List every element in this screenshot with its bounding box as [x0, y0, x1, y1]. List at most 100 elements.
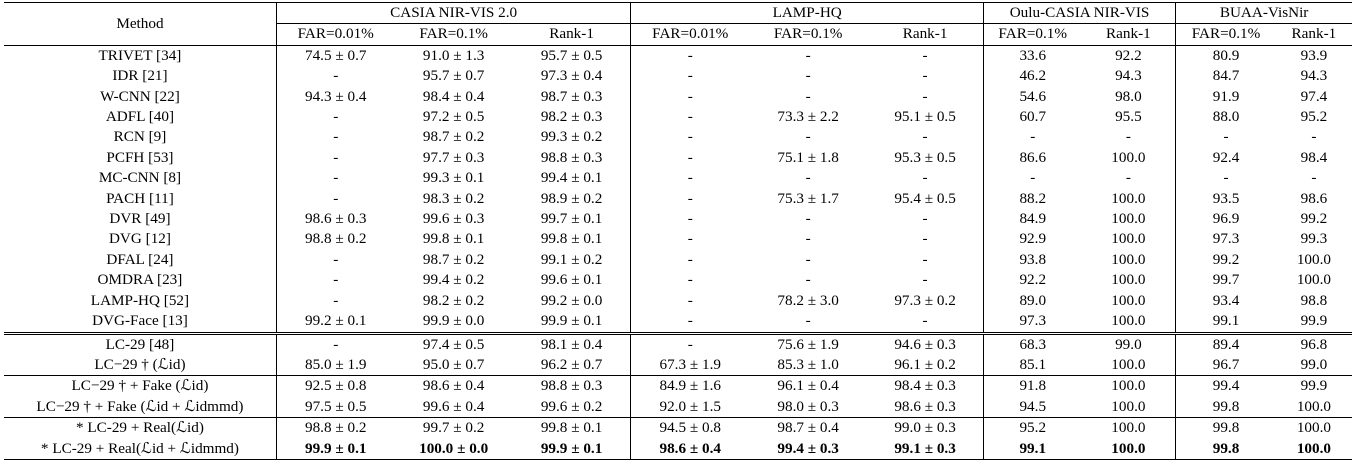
table-row: LAMP-HQ [52] - 98.2 ± 0.2 99.2 ± 0.0 - 78.2 ±… — [4, 290, 1352, 312]
value-cell: - — [805, 67, 811, 85]
value-cell: 94.3 — [1300, 67, 1328, 85]
value-cell: - — [275, 107, 395, 128]
value-cell: - — [630, 45, 750, 67]
value-cell: 100.0 — [1081, 375, 1176, 397]
value-cell: 98.2 ± 0.2 — [422, 291, 485, 309]
value-cell: 99.8 ± 0.1 — [512, 417, 631, 439]
metric-header: FAR=0.1% — [749, 23, 868, 46]
table-row: DVG [12] 98.8 ± 0.2 99.8 ± 0.1 99.8 ± 0.1 - -… — [4, 229, 1352, 250]
value-cell: - — [630, 270, 750, 291]
value-cell: 95.5 — [1115, 108, 1142, 126]
value-cell: - — [630, 188, 750, 210]
method-name-cell: IDR [21] — [112, 67, 168, 85]
value-cell: - — [805, 230, 811, 248]
value-cell: - — [275, 270, 395, 291]
value-cell: 100.0 — [1296, 250, 1331, 268]
value-cell: 99.0 — [1081, 331, 1176, 355]
value-cell: - — [275, 331, 395, 355]
method-name-cell: DFAL [24] — [106, 250, 174, 268]
value-cell: 100.0 — [1111, 210, 1146, 228]
metric-header: FAR=0.01% — [275, 23, 395, 46]
value-cell: - — [805, 312, 811, 330]
value-cell: 95.3 ± 0.5 — [894, 148, 956, 166]
value-cell: - — [805, 169, 811, 187]
value-cell: 99.6 ± 0.2 — [540, 397, 603, 415]
value-cell: 86.6 — [982, 147, 1082, 169]
value-cell: 92.5 ± 0.8 — [275, 375, 395, 397]
value-cell: - — [1125, 169, 1131, 187]
value-cell: 84.9 — [982, 209, 1082, 230]
table-row: * LC-29 + Real(ℒid + ℒidmmd) 99.9 ± 0.1 10… — [4, 438, 1352, 460]
value-cell: 99.6 ± 0.1 — [540, 271, 603, 289]
table-row: IDR [21] - 95.7 ± 0.7 97.3 ± 0.4 - - - 46.2 94.3… — [4, 66, 1352, 87]
value-cell: - — [275, 127, 395, 148]
value-cell: - — [922, 250, 928, 268]
value-cell: 99.0 — [1300, 355, 1328, 373]
value-cell: 99.9 ± 0.1 — [275, 438, 395, 460]
value-cell: 96.1 ± 0.2 — [894, 355, 956, 373]
method-name-cell: TRIVET [34] — [98, 46, 182, 64]
value-cell: 98.8 ± 0.2 — [275, 417, 395, 439]
value-cell: 97.3 — [982, 311, 1082, 333]
value-cell: 80.9 — [1175, 45, 1276, 67]
value-cell: - — [275, 188, 395, 210]
value-cell: 60.7 — [982, 107, 1082, 128]
value-cell: 94.3 ± 0.4 — [275, 86, 395, 108]
value-cell: - — [275, 168, 395, 189]
table-row: LC−29 † + Fake (ℒid + ℒidmmd) 97.5 ± 0.5 9… — [4, 396, 1352, 418]
value-cell: 98.8 ± 0.3 — [512, 375, 631, 397]
method-name-cell: * LC-29 + Real(ℒid + ℒidmmd) — [4, 438, 277, 460]
value-cell: 99.3 ± 0.1 — [422, 169, 485, 187]
value-cell: 98.7 ± 0.2 — [422, 250, 485, 268]
value-cell: 100.0 — [1111, 250, 1146, 268]
value-cell: 99.1 — [1175, 311, 1276, 333]
value-cell: - — [1175, 127, 1276, 148]
value-cell: - — [630, 229, 750, 250]
method-name-cell: W-CNN [22] — [100, 87, 180, 105]
value-cell: 95.0 ± 0.7 — [422, 355, 485, 373]
table-row: PACH [11] - 98.3 ± 0.2 98.9 ± 0.2 - 75.3 ± 1.… — [4, 188, 1352, 210]
value-cell: 99.1 ± 0.2 — [540, 250, 603, 268]
value-cell: 99.2 — [1300, 210, 1328, 228]
value-cell: 99.1 — [982, 438, 1082, 460]
value-cell: 85.3 ± 1.0 — [777, 355, 839, 373]
value-cell: 84.9 ± 1.6 — [630, 375, 750, 397]
value-cell: 74.5 ± 0.7 — [275, 45, 395, 67]
value-cell: 98.0 — [1115, 87, 1142, 105]
value-cell: 96.9 — [1175, 209, 1276, 230]
metric-header: Rank-1 — [512, 23, 631, 46]
value-cell: 98.4 ± 0.4 — [422, 87, 485, 105]
value-cell: 94.5 — [982, 396, 1082, 418]
value-cell: 85.1 — [982, 354, 1082, 376]
value-cell: 73.3 ± 2.2 — [777, 108, 839, 126]
value-cell: 98.2 ± 0.3 — [540, 108, 603, 126]
value-cell: 96.2 ± 0.7 — [540, 355, 603, 373]
value-cell: 99.6 ± 0.4 — [422, 397, 485, 415]
value-cell: - — [922, 312, 928, 330]
table-row: * LC-29 + Real(ℒid) 98.8 ± 0.2 99.7 ± 0.2 9… — [4, 417, 1352, 439]
value-cell: - — [982, 168, 1082, 189]
value-cell: 98.6 ± 0.4 — [630, 438, 750, 460]
value-cell: 98.7 ± 0.3 — [540, 87, 603, 105]
value-cell: - — [275, 290, 395, 312]
value-cell: 99.4 ± 0.1 — [540, 169, 603, 187]
value-cell: 92.9 — [982, 229, 1082, 250]
value-cell: - — [805, 271, 811, 289]
table-row: DVR [49] 98.6 ± 0.3 99.6 ± 0.3 99.7 ± 0.1 - -… — [4, 209, 1352, 230]
value-cell: 75.6 ± 1.9 — [749, 331, 868, 355]
value-cell: - — [275, 249, 395, 271]
value-cell: 98.4 ± 0.3 — [867, 375, 984, 397]
table-row: RCN [9] - 98.7 ± 0.2 99.3 ± 0.2 - - - - - - - — [4, 127, 1352, 148]
value-cell: 85.0 ± 1.9 — [275, 354, 395, 376]
method-name-cell: DVG [12] — [108, 230, 171, 248]
value-cell: 100.0 — [1111, 312, 1146, 330]
value-cell: 46.2 — [982, 66, 1082, 87]
value-cell: - — [630, 331, 750, 355]
value-cell: 100.0 — [1275, 438, 1352, 460]
table-body: TRIVET [34] 74.5 ± 0.7 91.0 ± 1.3 95.7 ± 0.… — [4, 45, 1352, 460]
value-cell: - — [630, 86, 750, 108]
value-cell: - — [630, 107, 750, 128]
value-cell: 100.0 ± 0.0 — [394, 438, 513, 460]
value-cell: 92.2 — [982, 270, 1082, 291]
method-name-cell: LC−29 † + Fake (ℒid + ℒidmmd) — [36, 397, 244, 415]
